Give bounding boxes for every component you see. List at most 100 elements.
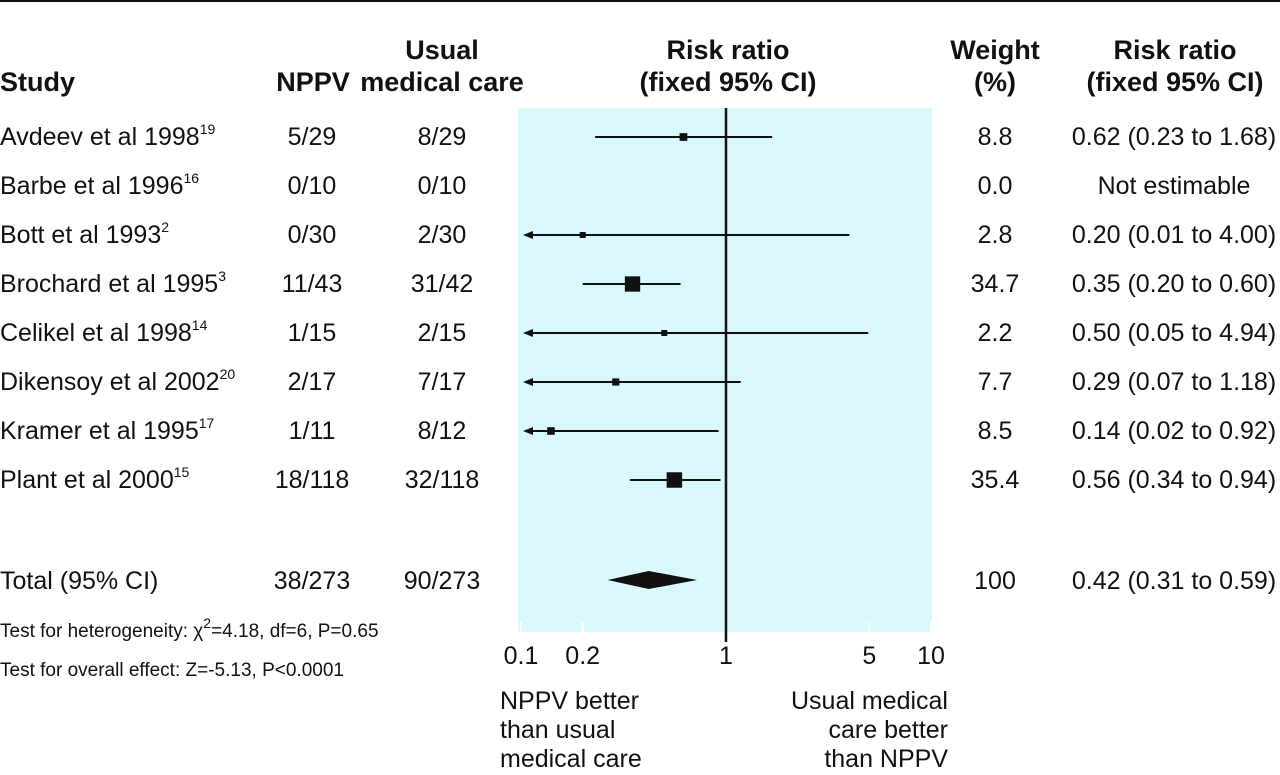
study-usual: 8/29 <box>417 123 467 151</box>
favours-nppv-line1: NPPV better <box>500 687 639 715</box>
header-study: Study <box>0 67 76 97</box>
study-name: Bott et al 19932 <box>0 220 169 250</box>
study-weight: 2.2 <box>977 319 1013 347</box>
x-tick-label: 1 <box>719 642 733 670</box>
point-estimate-marker <box>624 276 641 292</box>
heterogeneity-test: Test for heterogeneity: χ2=4.18, df=6, P… <box>0 616 379 644</box>
study-name: Dikensoy et al 200220 <box>0 367 235 397</box>
header-rr-line1: Risk ratio <box>1113 35 1237 65</box>
study-nppv: 18/118 <box>274 466 350 494</box>
study-weight: 35.4 <box>970 466 1020 494</box>
favours-usual-line2: care better <box>828 716 948 744</box>
total-label: Total (95% CI) <box>0 567 159 595</box>
study-reference: 2 <box>161 218 170 235</box>
x-tick-label: 0.2 <box>565 642 601 670</box>
favours-usual-line3: than NPPV <box>824 745 948 773</box>
study-usual: 7/17 <box>417 368 467 396</box>
point-estimate-marker <box>612 378 620 386</box>
total-weight: 100 <box>974 567 1016 595</box>
x-tick-label: 10 <box>917 642 945 670</box>
study-rr: 0.29 (0.07 to 1.18) <box>1071 368 1277 396</box>
point-estimate-marker <box>661 330 668 336</box>
study-name: Barbe et al 199616 <box>0 171 199 201</box>
study-name: Plant et al 200015 <box>0 465 189 495</box>
plot-marks <box>520 108 932 642</box>
header-usual-line1: Usual <box>405 35 479 65</box>
study-nppv: 0/10 <box>287 172 337 200</box>
study-usual: 2/15 <box>417 319 467 347</box>
study-name-text: Bott et al 1993 <box>0 221 162 249</box>
study-usual: 0/10 <box>417 172 467 200</box>
study-reference: 16 <box>183 169 200 186</box>
ci-arrow-left <box>523 231 533 239</box>
x-tick-label: 0.1 <box>503 642 539 670</box>
ci-arrow-left <box>523 427 533 435</box>
total-rr: 0.42 (0.31 to 0.59) <box>1071 567 1277 595</box>
heterogeneity-prefix: Test for heterogeneity: <box>0 621 194 642</box>
study-nppv: 0/30 <box>287 221 337 249</box>
study-name-text: Barbe et al 1996 <box>0 172 184 200</box>
study-nppv: 1/11 <box>288 417 336 445</box>
header-weight-line2: (%) <box>974 67 1016 97</box>
chi-superscript: 2 <box>203 614 212 631</box>
study-name-text: Plant et al 2000 <box>0 466 174 494</box>
overall-effect-test: Test for overall effect: Z=-5.13, P<0.00… <box>0 660 344 681</box>
study-nppv: 2/17 <box>287 368 337 396</box>
study-reference: 3 <box>218 267 226 284</box>
study-rr: 0.62 (0.23 to 1.68) <box>1071 123 1277 151</box>
header-rr-plot-line1: Risk ratio <box>666 35 790 65</box>
study-name-text: Kramer et al 1995 <box>0 417 199 445</box>
study-weight: 0.0 <box>977 172 1013 200</box>
study-usual: 32/118 <box>404 466 480 494</box>
study-usual: 31/42 <box>410 270 474 298</box>
point-estimate-marker <box>666 472 683 488</box>
favours-nppv-line3: medical care <box>500 745 642 773</box>
heterogeneity-values: =4.18, df=6, P=0.65 <box>211 621 379 642</box>
study-reference: 15 <box>173 463 190 480</box>
study-reference: 20 <box>219 365 236 382</box>
header-usual-line2: medical care <box>360 67 524 97</box>
study-name-text: Avdeev et al 1998 <box>0 123 200 151</box>
study-name: Brochard et al 19953 <box>0 269 226 299</box>
study-name-text: Dikensoy et al 2002 <box>0 368 220 396</box>
study-rr: 0.56 (0.34 to 0.94) <box>1071 466 1277 494</box>
study-name: Celikel et al 199814 <box>0 318 207 348</box>
pooled-estimate-diamond <box>607 571 698 589</box>
study-name-text: Brochard et al 1995 <box>0 270 219 298</box>
study-rr: Not estimable <box>1097 172 1251 200</box>
study-weight: 8.8 <box>977 123 1013 151</box>
chi-symbol: χ <box>193 621 204 642</box>
point-estimate-marker <box>547 427 555 435</box>
header-nppv: NPPV <box>276 67 350 97</box>
point-estimate-marker <box>579 232 586 238</box>
ci-arrow-left <box>523 378 533 386</box>
study-nppv: 5/29 <box>287 123 337 151</box>
favours-usual-line1: Usual medical <box>790 687 948 715</box>
study-nppv: 11/43 <box>281 270 343 298</box>
study-weight: 2.8 <box>977 221 1013 249</box>
study-rr: 0.20 (0.01 to 4.00) <box>1071 221 1277 249</box>
study-rr: 0.14 (0.02 to 0.92) <box>1071 417 1277 445</box>
study-name: Avdeev et al 199819 <box>0 122 215 152</box>
study-reference: 17 <box>198 414 215 431</box>
study-weight: 34.7 <box>970 270 1020 298</box>
study-rr: 0.35 (0.20 to 0.60) <box>1071 270 1277 298</box>
study-weight: 7.7 <box>977 368 1013 396</box>
header-rr-plot-line2: (fixed 95% CI) <box>639 67 817 97</box>
study-rr: 0.50 (0.05 to 4.94) <box>1071 319 1277 347</box>
study-nppv: 1/15 <box>287 319 337 347</box>
study-name: Kramer et al 199517 <box>0 416 214 446</box>
study-usual: 2/30 <box>417 221 467 249</box>
study-reference: 19 <box>199 120 216 137</box>
header-weight-line1: Weight <box>950 35 1040 65</box>
study-name-text: Celikel et al 1998 <box>0 319 192 347</box>
point-estimate-marker <box>679 133 688 141</box>
study-weight: 8.5 <box>977 417 1013 445</box>
x-tick-label: 5 <box>862 642 877 670</box>
top-rule <box>0 0 1280 2</box>
header-rr-line2: (fixed 95% CI) <box>1086 67 1264 97</box>
total-usual: 90/273 <box>403 567 481 595</box>
study-reference: 14 <box>191 316 208 333</box>
study-usual: 8/12 <box>417 417 467 445</box>
